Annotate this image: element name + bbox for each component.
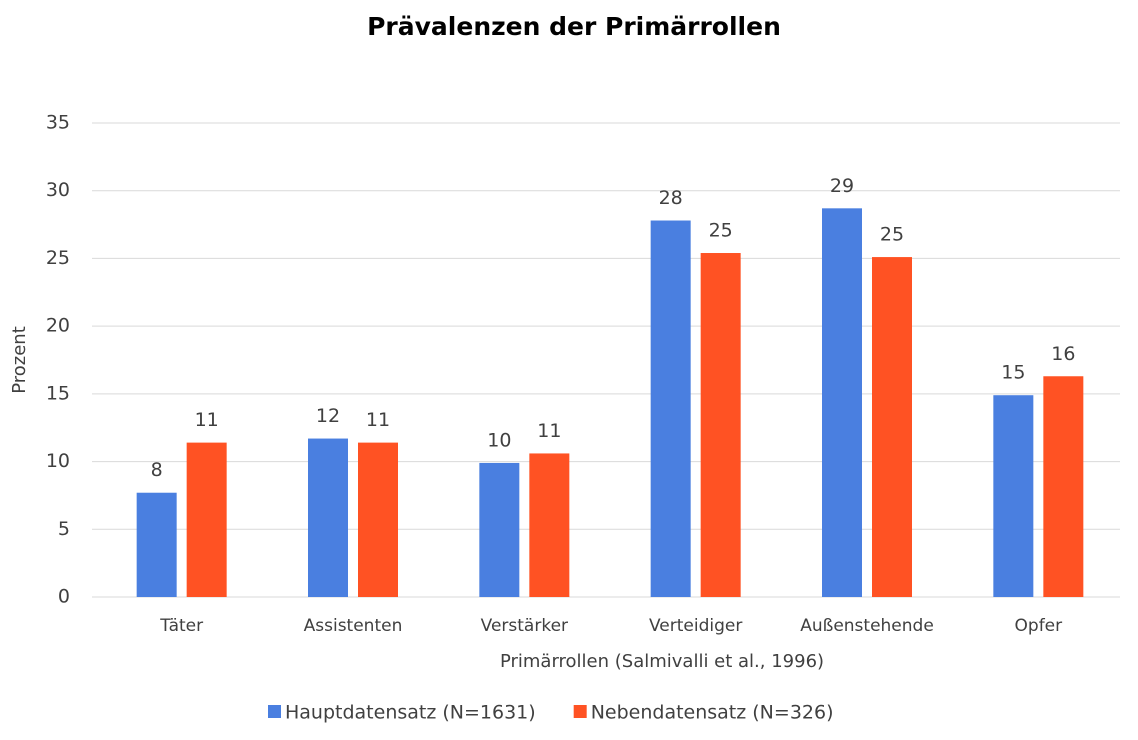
bar [186,442,227,597]
y-tick-label: 15 [46,382,70,404]
bar [308,438,348,597]
bar [993,395,1034,597]
data-label: 8 [151,459,163,481]
data-label: 11 [366,409,390,431]
bar [700,253,741,598]
y-tick-label: 0 [58,586,70,608]
bar [136,492,177,597]
y-tick-label: 25 [46,247,70,269]
bar [872,257,912,597]
data-label: 11 [195,409,219,431]
x-tick-label: Außenstehende [800,616,934,636]
y-tick-label: 35 [46,112,70,134]
data-label: 16 [1051,343,1075,365]
y-tick-label: 20 [46,315,70,337]
x-tick-label: Verstärker [481,616,568,636]
x-tick-label: Opfer [1015,616,1063,636]
legend-swatch [573,705,587,718]
data-label: 12 [316,405,340,427]
data-label: 28 [659,187,683,209]
data-label: 15 [1001,362,1025,384]
bar [529,453,570,597]
bar [358,442,398,597]
x-tick-label: Assistenten [304,616,403,636]
x-tick-label: Täter [159,616,203,636]
data-label: 11 [537,420,561,442]
bar [1043,376,1084,597]
legend-label: Hauptdatensatz (N=1631) [285,702,536,724]
bar [650,220,691,597]
y-axis-title: Prozent [9,326,30,394]
data-label: 25 [880,224,904,246]
data-label: 25 [709,220,733,242]
bar [479,462,520,597]
data-label: 29 [830,175,854,197]
legend-label: Nebendatensatz (N=326) [591,702,834,724]
x-axis-title: Primärrollen (Salmivalli et al., 1996) [500,651,824,672]
legend-swatch [268,705,281,718]
data-label: 10 [487,429,511,451]
y-tick-label: 5 [58,518,70,540]
bar [822,208,862,597]
x-tick-label: Verteidiger [649,616,742,636]
chart-title: Prävalenzen der Primärrollen [367,12,781,41]
y-tick-label: 30 [46,179,70,201]
y-tick-label: 10 [46,450,70,472]
